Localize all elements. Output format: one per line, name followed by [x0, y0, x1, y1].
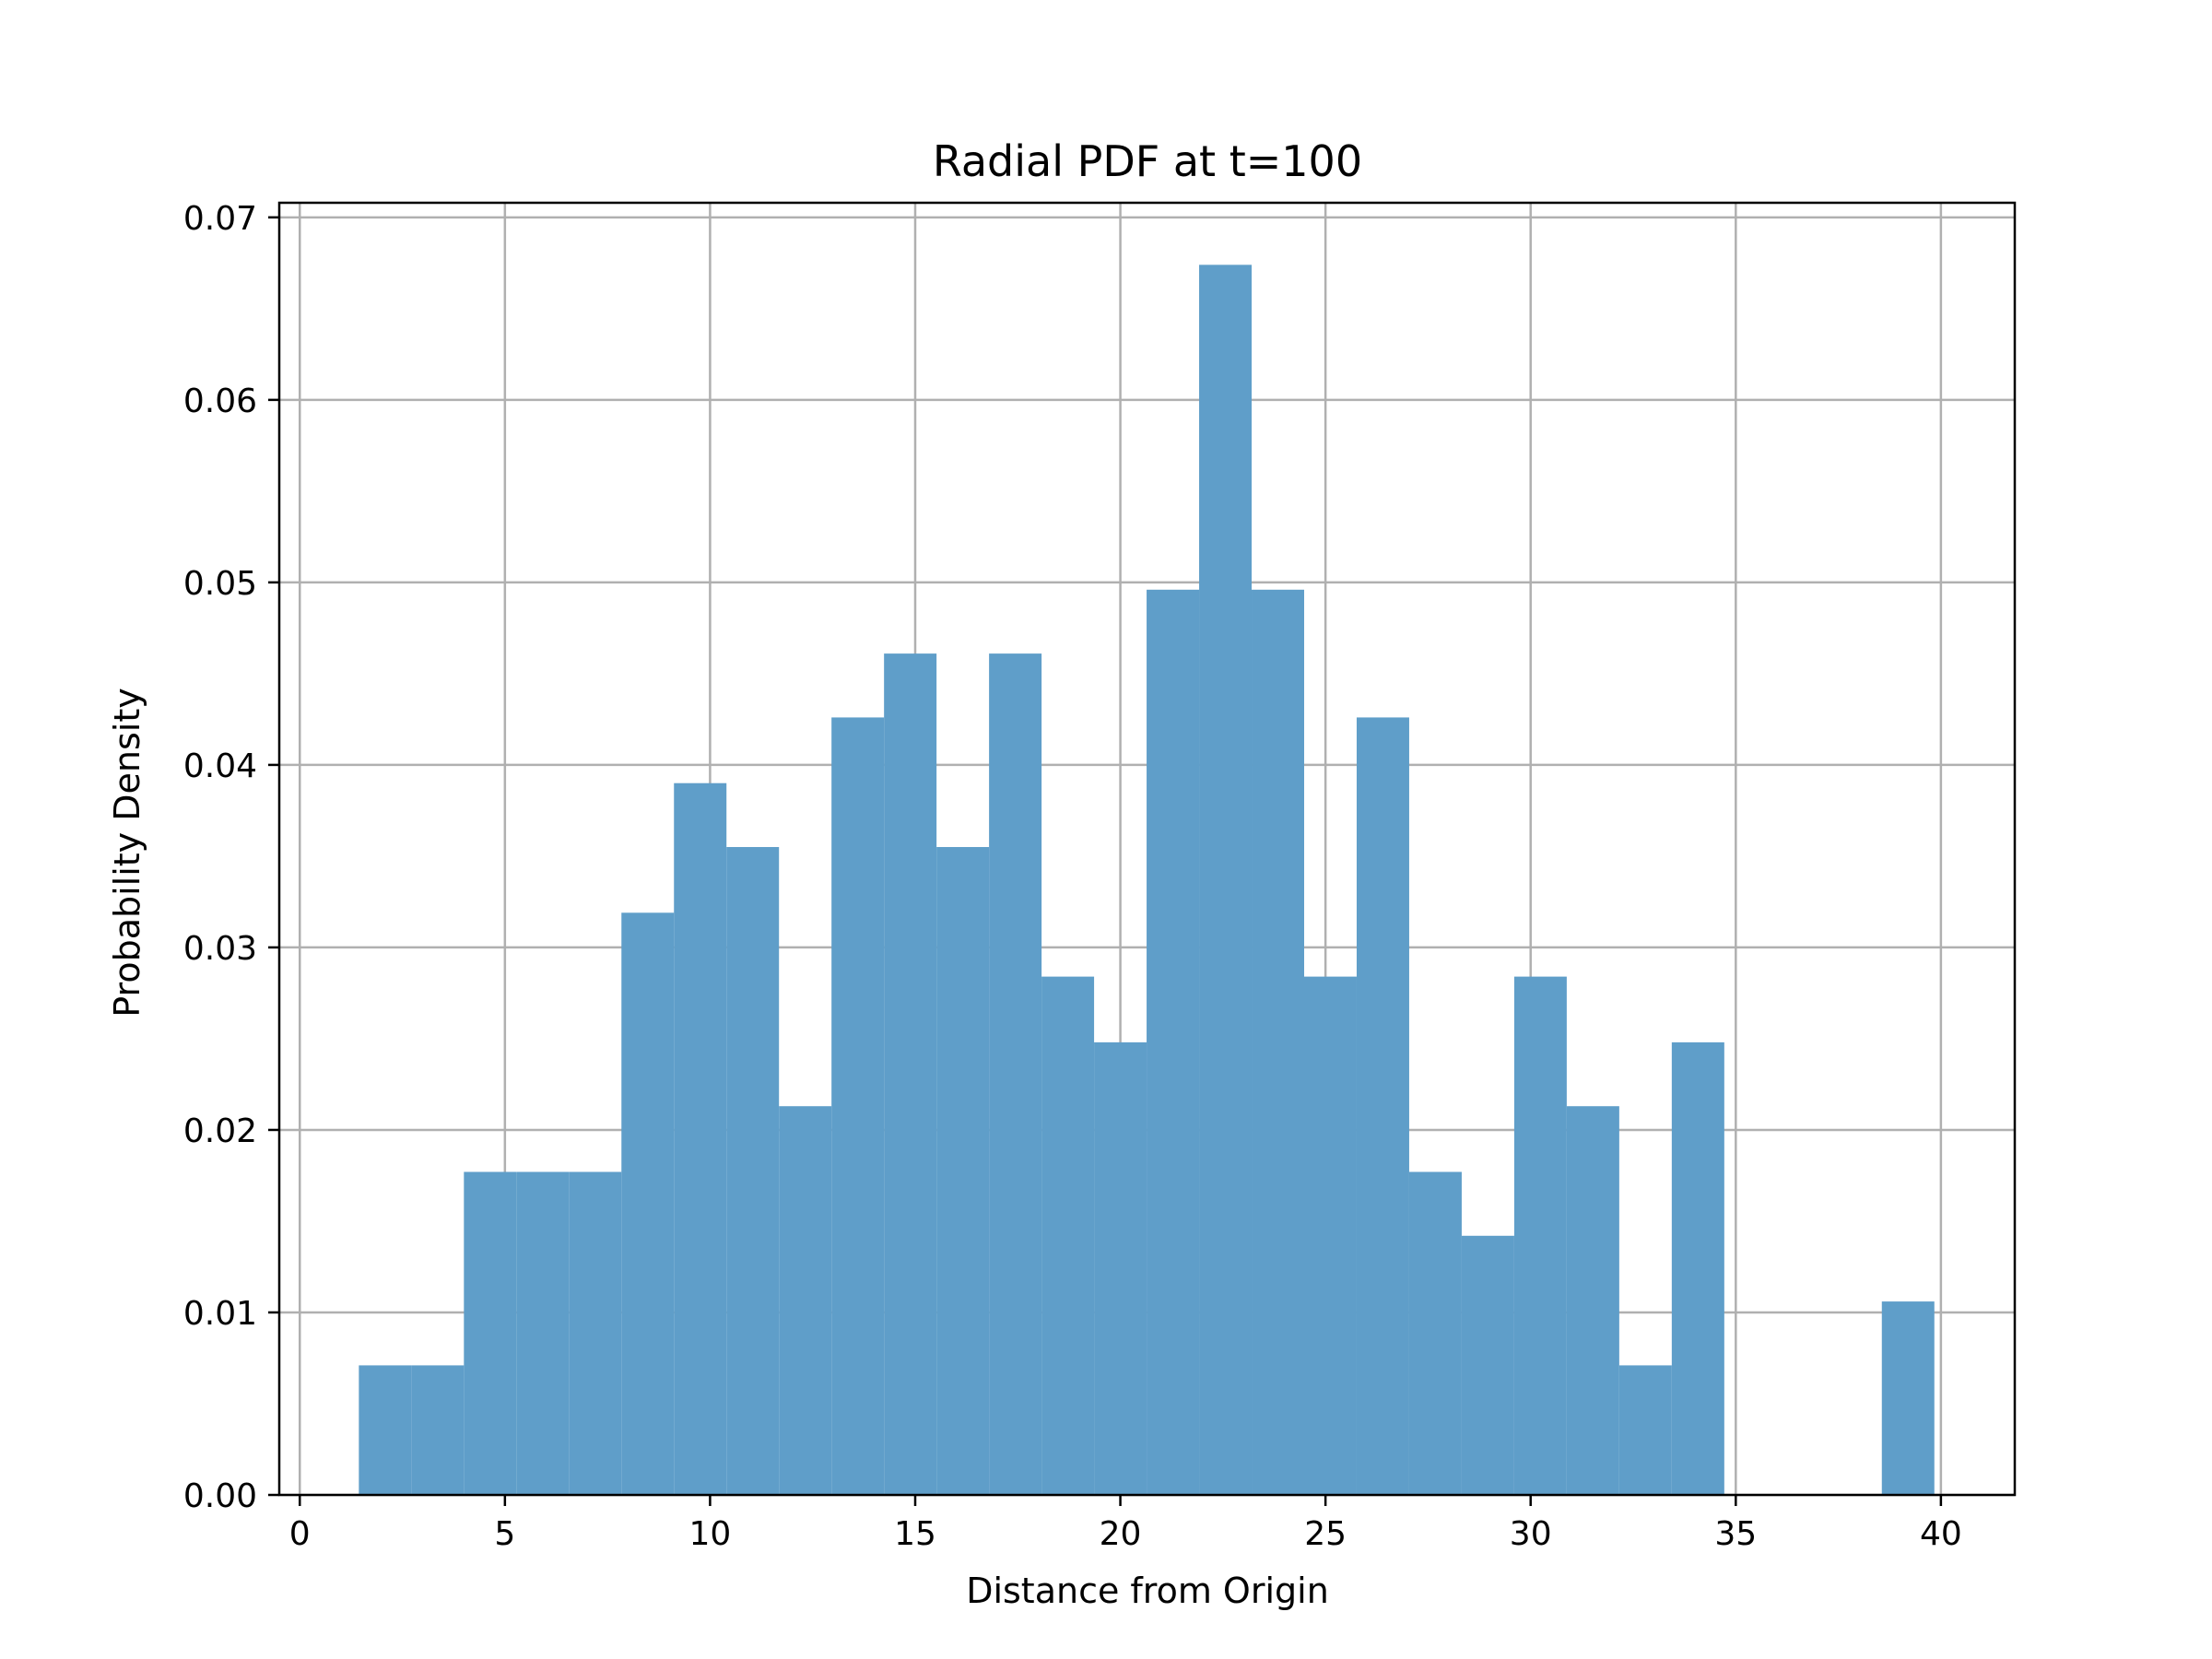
histogram-bar: [1252, 589, 1304, 1495]
histogram-bar: [1094, 1041, 1147, 1495]
y-axis-title: Probability Density: [107, 688, 147, 1017]
x-tick-label: 30: [1510, 1515, 1552, 1553]
histogram-bar: [1618, 1365, 1672, 1495]
plot-frame: [277, 201, 2017, 1497]
histogram-bar: [1147, 589, 1200, 1495]
x-axis-title: Distance from Origin: [966, 1571, 1329, 1611]
histogram-bars: [359, 265, 1935, 1496]
histogram-bar: [1199, 265, 1253, 1496]
x-tick-label: 40: [1920, 1515, 1962, 1553]
histogram-bar: [1408, 1171, 1462, 1495]
x-tick-label: 15: [894, 1515, 936, 1553]
y-tick-label: 0.04: [183, 747, 257, 785]
histogram-bar: [989, 653, 1042, 1495]
y-tick-label: 0.06: [183, 382, 257, 420]
histogram-bar: [831, 717, 885, 1495]
histogram-bar: [359, 1365, 412, 1495]
x-tick-label: 5: [494, 1515, 515, 1553]
histogram-bar: [936, 847, 990, 1495]
histogram-bar: [569, 1171, 622, 1495]
y-tick-label: 0.03: [183, 930, 257, 968]
x-tick-label: 0: [289, 1515, 311, 1553]
chart-title: Radial PDF at t=100: [933, 136, 1362, 186]
y-tick-label: 0.00: [183, 1477, 257, 1515]
histogram-bar: [726, 847, 780, 1495]
histogram-bar: [1671, 1041, 1724, 1495]
y-tick-label: 0.01: [183, 1295, 257, 1333]
x-tick-label: 25: [1304, 1515, 1347, 1553]
axes: [268, 201, 2017, 1506]
x-tick-label: 20: [1100, 1515, 1142, 1553]
histogram-bar: [1566, 1106, 1619, 1495]
y-tick-label: 0.07: [183, 200, 257, 238]
histogram-bar: [1881, 1301, 1935, 1495]
histogram-bar: [1041, 976, 1095, 1495]
y-tick-label: 0.05: [183, 565, 257, 603]
x-tick-label: 10: [689, 1515, 732, 1553]
histogram-bar: [674, 782, 727, 1495]
y-tick-label: 0.02: [183, 1112, 257, 1150]
tick-labels: 0 5 10 15 20 25 30 35 40 0.00 0.01 0.02 0.03 0.04 0.05…: [183, 200, 1962, 1553]
histogram-bar: [516, 1171, 570, 1495]
histogram-bar: [464, 1171, 517, 1495]
histogram-bar: [621, 912, 675, 1495]
x-tick-label: 35: [1714, 1515, 1757, 1553]
histogram-bar: [1356, 717, 1409, 1495]
histogram-bar: [411, 1365, 465, 1495]
histogram-bar: [884, 653, 937, 1495]
histogram-bar: [779, 1106, 832, 1495]
histogram-bar: [1461, 1235, 1514, 1495]
histogram-bar: [1303, 976, 1357, 1495]
histogram-bar: [1513, 976, 1567, 1495]
